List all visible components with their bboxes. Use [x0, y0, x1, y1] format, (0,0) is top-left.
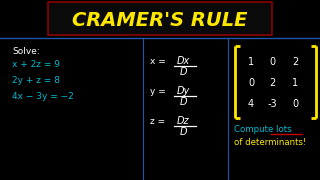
Text: 1: 1 [248, 57, 254, 67]
Text: Dz: Dz [177, 116, 190, 126]
Text: 0: 0 [269, 57, 275, 67]
Text: 0: 0 [292, 99, 298, 109]
Text: of determinants!: of determinants! [234, 138, 306, 147]
Text: 0: 0 [248, 78, 254, 88]
Text: y =: y = [150, 87, 166, 96]
Text: Compute lots: Compute lots [234, 125, 292, 134]
Text: D: D [180, 97, 188, 107]
Text: 2y + z = 8: 2y + z = 8 [12, 76, 60, 85]
Text: Dy: Dy [177, 86, 190, 96]
Text: z =: z = [150, 118, 165, 127]
Text: 2: 2 [269, 78, 275, 88]
Text: Dx: Dx [177, 56, 190, 66]
FancyBboxPatch shape [48, 2, 272, 35]
Text: 4x − 3y = −2: 4x − 3y = −2 [12, 92, 74, 101]
Text: 1: 1 [292, 78, 298, 88]
Text: Solve:: Solve: [12, 47, 40, 56]
Text: CRAMER'S RULE: CRAMER'S RULE [72, 10, 248, 30]
Text: D: D [180, 67, 188, 77]
Text: x =: x = [150, 57, 166, 66]
Text: 4: 4 [248, 99, 254, 109]
Text: -3: -3 [267, 99, 277, 109]
Text: D: D [180, 127, 188, 137]
Text: x + 2z = 9: x + 2z = 9 [12, 60, 60, 69]
Text: 2: 2 [292, 57, 298, 67]
